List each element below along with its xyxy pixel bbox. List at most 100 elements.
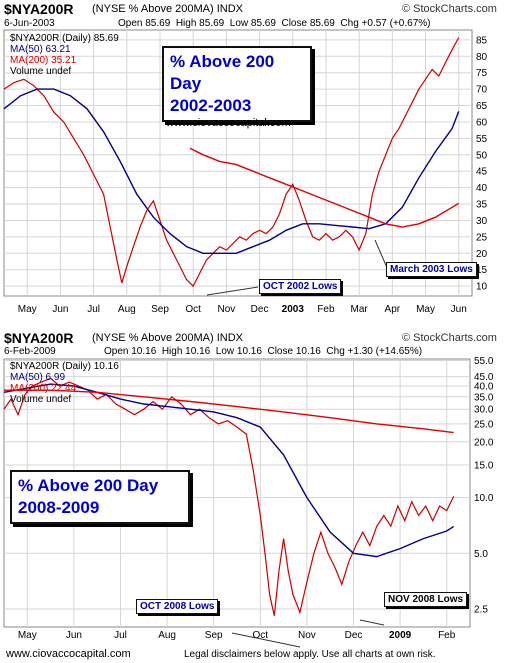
high-value: High 85.69 [175, 18, 225, 29]
y-tick-label: 80 [476, 52, 488, 63]
y-tick-label: 40 [476, 183, 488, 194]
y-tick-label: 10 [476, 282, 488, 293]
y-tick-label: 70 [476, 85, 488, 96]
y-tick-label: 2.5 [474, 605, 488, 616]
series-line-ma-200 [189, 147, 460, 228]
callout-line-2: 2002-2003 [170, 96, 252, 115]
website-watermark: www.ciovaccocapital.com [6, 648, 131, 660]
legend-item-ma200: MA(200) 35.21 [10, 55, 77, 66]
low-value: Low 10.16 [215, 346, 262, 357]
chart-legend: $NYA200R (Daily) 85.69 MA(50) 63.21 MA(2… [10, 33, 119, 77]
chart-legend: $NYA200R (Daily) 10.16 MA(50) 6.99 MA(20… [10, 361, 119, 405]
chart-date: 6-Feb-2009 [4, 346, 56, 357]
y-tick-label: 55.0 [474, 357, 494, 367]
stockcharts-brand: © StockCharts.com [402, 3, 497, 15]
callout-line-2: 2008-2009 [18, 498, 100, 517]
x-tick-label: Oct [185, 304, 201, 315]
x-tick-label: Dec [251, 304, 269, 315]
chart-date: 6-Jun-2003 [4, 18, 55, 29]
legend-item-ma50: MA(50) 6.99 [10, 372, 66, 383]
annotation-pointer [374, 239, 389, 271]
chart-callout: % Above 200 Day 2002-2003 [162, 46, 312, 122]
chart-panel-2002: $NYA200R (NYSE % Above 200MA) INDX © Sto… [0, 0, 509, 328]
legend-item-ma50: MA(50) 63.21 [10, 44, 71, 55]
annotation-oct-2008-lows: OCT 2008 Lows [136, 599, 219, 614]
annotation-march-2003-lows: March 2003 Lows [386, 262, 477, 277]
x-tick-label: Nov [298, 630, 316, 641]
y-tick-label: 60 [476, 117, 488, 128]
annotation-pointer [359, 619, 385, 626]
x-tick-label: Apr [385, 304, 401, 315]
y-tick-label: 25 [476, 232, 488, 243]
annotation-pointer [206, 286, 259, 296]
callout-line-1: % Above 200 Day [170, 52, 275, 93]
y-tick-label: 10.0 [474, 493, 494, 504]
legal-disclaimer: Legal disclaimers below apply. Use all c… [184, 649, 436, 660]
legend-item-ma200: MA(200) 22.44 [10, 383, 77, 394]
x-tick-label: Sep [151, 304, 169, 315]
chart-subtitle: (NYSE % Above 200MA) INDX [92, 332, 244, 344]
chart-symbol: $NYA200R [4, 1, 74, 17]
legend-item-volume: Volume undef [10, 66, 72, 77]
x-tick-label: Nov [217, 304, 235, 315]
y-tick-label: 35 [476, 200, 488, 211]
y-tick-label: 30.0 [474, 405, 494, 416]
x-tick-label: Feb [438, 630, 456, 641]
ohlc-readout: Open 85.69 High 85.69 Low 85.69 Close 85… [118, 18, 430, 29]
x-tick-label: Mar [351, 304, 369, 315]
y-tick-label: 30 [476, 216, 488, 227]
y-tick-label: 75 [476, 68, 488, 79]
y-tick-label: 40.0 [474, 382, 494, 393]
x-tick-label: 2003 [282, 304, 305, 315]
x-tick-label: Jun [52, 304, 68, 315]
chart-symbol: $NYA200R [4, 330, 74, 346]
legend-item-volume: Volume undef [10, 394, 72, 405]
website-watermark: www.ciovaccocapital.com [166, 117, 291, 129]
open-value: Open 10.16 [104, 346, 157, 357]
change-value: Chg +1.30 (+14.65%) [326, 346, 423, 357]
high-value: High 10.16 [161, 346, 211, 357]
legend-item-price: $NYA200R (Daily) 10.16 [10, 361, 119, 372]
y-tick-label: 20 [476, 249, 488, 260]
y-tick-label: 45.0 [474, 372, 494, 383]
chart-callout: % Above 200 Day 2008-2009 [10, 470, 190, 524]
annotation-oct-2002-lows: OCT 2002 Lows [259, 279, 342, 294]
series-line-ma-50 [3, 88, 460, 254]
y-tick-label: 20.0 [474, 437, 494, 448]
x-tick-label: Sep [205, 630, 223, 641]
y-tick-label: 15.0 [474, 460, 494, 471]
y-tick-label: 50 [476, 150, 488, 161]
x-tick-label: Aug [118, 304, 136, 315]
x-tick-label: Jul [87, 304, 100, 315]
close-value: Close 85.69 [281, 18, 335, 29]
x-tick-label: Feb [317, 304, 335, 315]
y-tick-label: 35.0 [474, 392, 494, 403]
legend-item-price: $NYA200R (Daily) 85.69 [10, 33, 119, 44]
chart-panel-2008: $NYA200R (NYSE % Above 200MA) INDX © Sto… [0, 328, 509, 663]
x-tick-label: May [18, 630, 37, 641]
change-value: Chg +0.57 (+0.67%) [340, 18, 431, 29]
y-tick-label: 65 [476, 101, 488, 112]
annotation-nov-2008-lows: NOV 2008 Lows [384, 592, 468, 607]
y-tick-label: 5.0 [474, 549, 488, 560]
x-tick-label: Jun [66, 630, 82, 641]
low-value: Low 85.69 [229, 18, 276, 29]
open-value: Open 85.69 [118, 18, 171, 29]
x-tick-label: Jun [451, 304, 467, 315]
x-tick-label: May [416, 304, 435, 315]
y-tick-label: 55 [476, 134, 488, 145]
x-tick-label: Aug [158, 630, 176, 641]
chart-subtitle: (NYSE % Above 200MA) INDX [92, 3, 244, 15]
x-tick-label: 2009 [389, 630, 412, 641]
y-tick-label: 15 [476, 265, 488, 276]
y-tick-label: 85 [476, 35, 488, 46]
y-tick-label: 45 [476, 167, 488, 178]
y-tick-label: 25.0 [474, 419, 494, 430]
series-line-ma-200 [4, 389, 454, 434]
x-tick-label: May [18, 304, 37, 315]
x-tick-label: Dec [345, 630, 363, 641]
series-line-nya200r [3, 37, 460, 288]
x-tick-label: Oct [253, 630, 269, 641]
x-tick-label: Jul [114, 630, 127, 641]
callout-line-1: % Above 200 Day [18, 476, 159, 495]
